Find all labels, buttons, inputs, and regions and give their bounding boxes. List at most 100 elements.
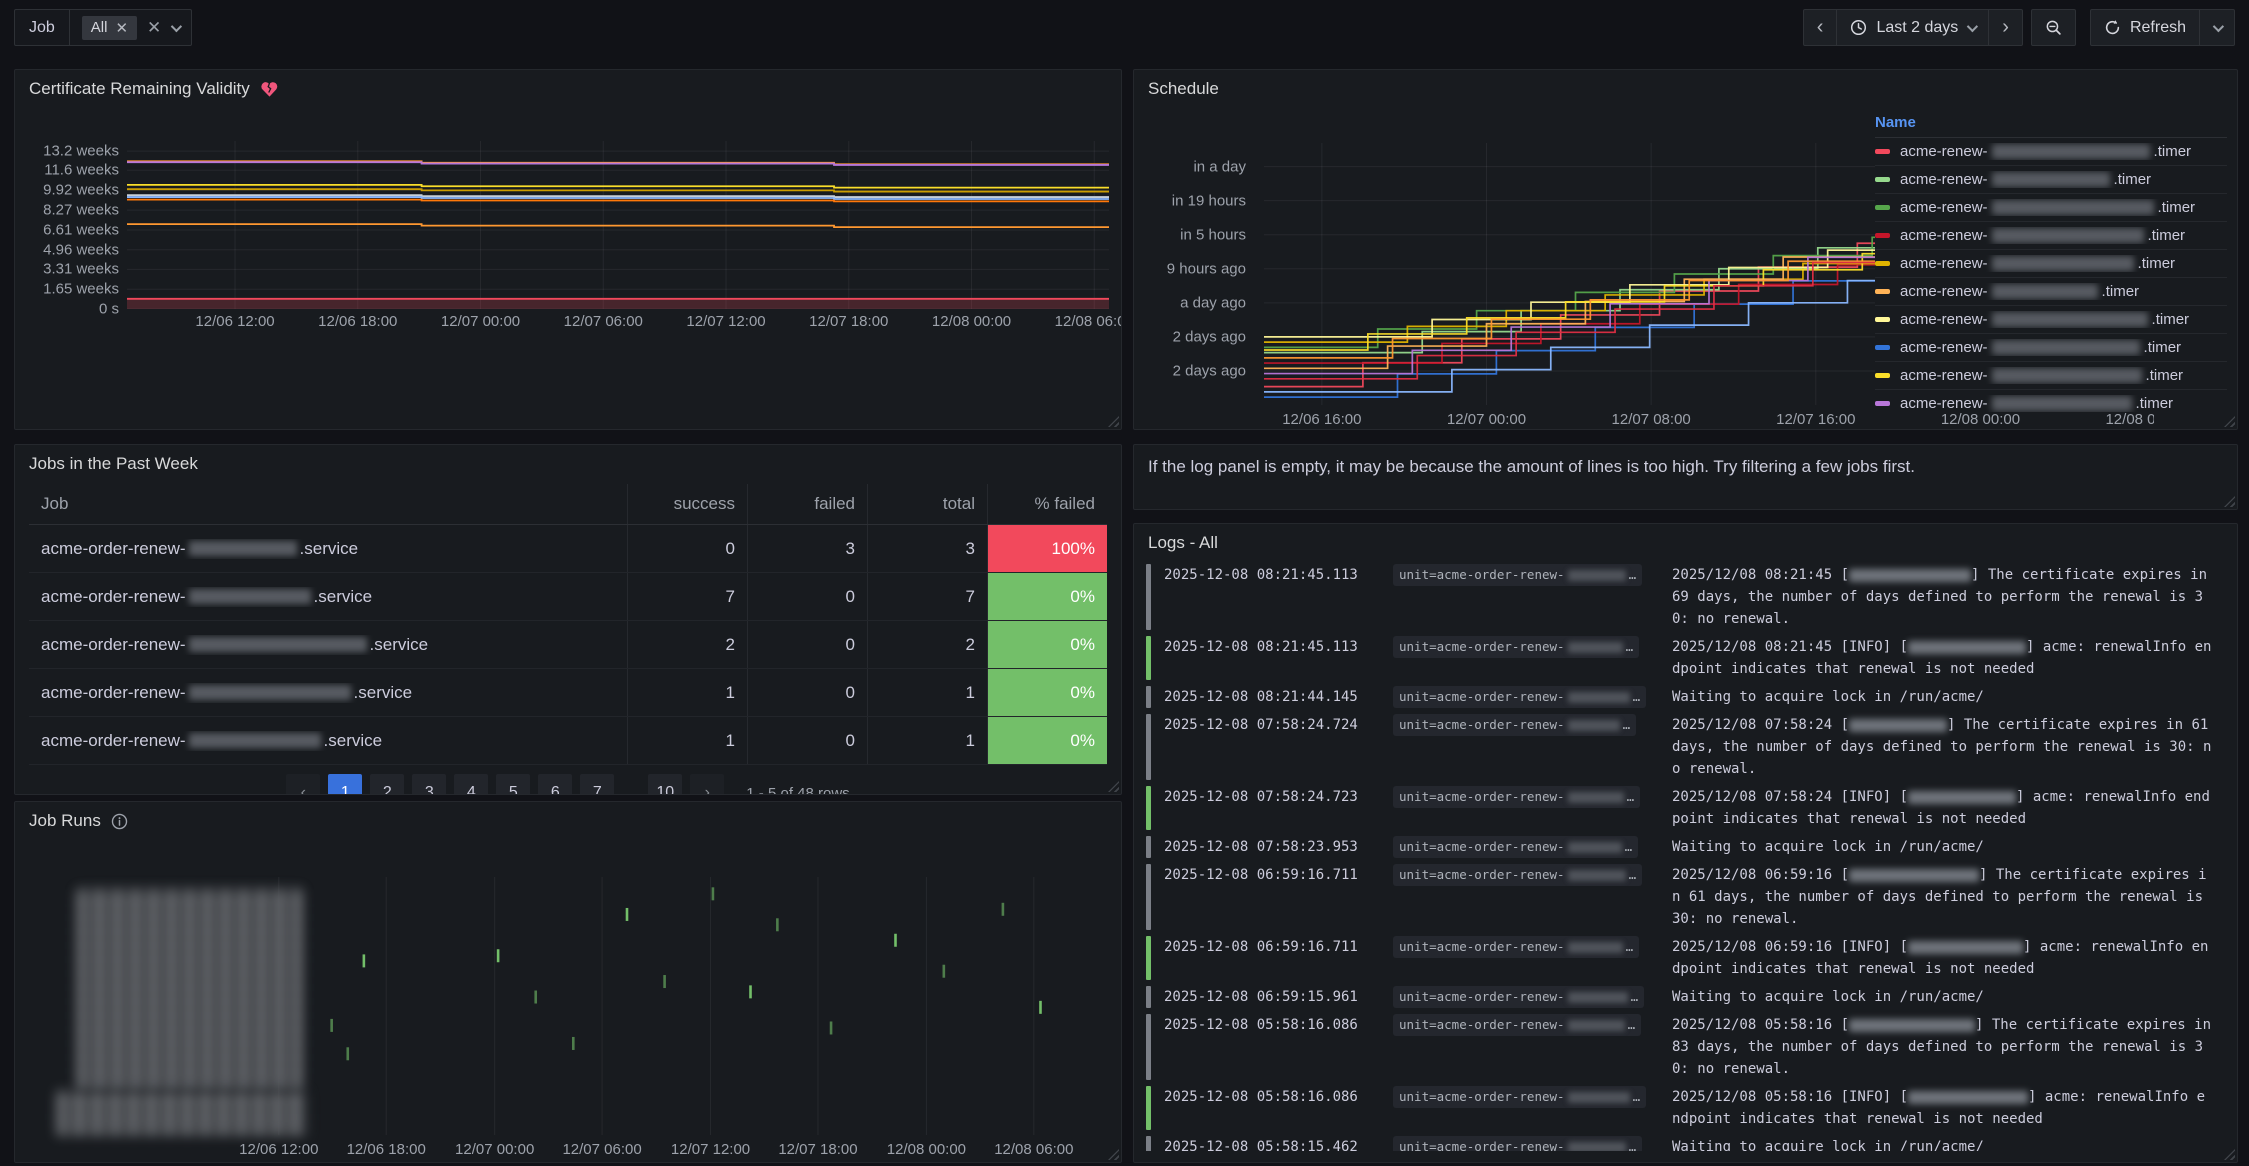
redacted-text	[188, 685, 351, 700]
unit-label-chip[interactable]: unit=acme-order-renew-…	[1393, 564, 1643, 586]
log-row[interactable]: 2025-12-08 07:58:23.953 unit=acme-order-r…	[1146, 833, 2227, 861]
text-fragment: acme-renew-	[1900, 311, 1988, 328]
series-name: acme-renew- .timer	[1900, 171, 2227, 188]
legend-row[interactable]: acme-renew- .timer	[1875, 138, 2227, 166]
unit-label-chip[interactable]: unit=acme-order-renew-…	[1393, 1136, 1643, 1151]
unit-label-chip[interactable]: unit=acme-order-renew-…	[1393, 864, 1643, 886]
refresh-button[interactable]: Refresh	[2089, 9, 2200, 46]
column-header-total[interactable]: total	[867, 484, 987, 524]
legend-row[interactable]: acme-renew- .timer	[1875, 306, 2227, 334]
text-fragment: ] acme: renewalInfo endpoint indicates t…	[1672, 939, 2209, 977]
column-header-Job[interactable]: Job	[41, 494, 69, 513]
unit-label-chip[interactable]: unit=acme-order-renew-…	[1393, 836, 1639, 858]
unit-label-chip[interactable]: unit=acme-order-renew-…	[1393, 936, 1640, 958]
schedule-legend: Name acme-renew- .timer acme-renew- .timer a…	[1875, 110, 2227, 412]
log-row[interactable]: 2025-12-08 06:59:16.711 unit=acme-order-r…	[1146, 861, 2227, 933]
info-icon[interactable]	[111, 813, 128, 830]
redacted-job-names-block	[77, 889, 302, 1089]
y-tick-label: in a day	[1193, 158, 1246, 176]
job-cell: acme-order-renew- .service	[29, 525, 627, 572]
panel-jobs-past-week: Jobs in the Past Week Job success failed to…	[14, 444, 1122, 795]
log-row[interactable]: 2025-12-08 08:21:45.113 unit=acme-order-r…	[1146, 633, 2227, 683]
pagination-page-4[interactable]: 4	[454, 774, 489, 794]
x-tick-label: 12/08 00:00	[1940, 411, 2021, 428]
unit-label-chip[interactable]: unit=acme-order-renew-…	[1393, 636, 1640, 658]
log-row[interactable]: 2025-12-08 07:58:24.723 unit=acme-order-r…	[1146, 783, 2227, 833]
pagination-page-3[interactable]: 3	[412, 774, 447, 794]
clear-filter-icon[interactable]: ✕	[147, 17, 162, 37]
log-row[interactable]: 2025-12-08 05:58:16.086 unit=acme-order-r…	[1146, 1083, 2227, 1133]
job-cell: acme-order-renew- .service	[29, 621, 627, 668]
log-row[interactable]: 2025-12-08 08:21:44.145 unit=acme-order-r…	[1146, 683, 2227, 711]
column-header-failed[interactable]: failed	[747, 484, 867, 524]
text-fragment: …	[1625, 639, 1634, 654]
jobruns-chart[interactable]: 12/06 12:00 12/06 18:00 12/07 00:00 12/07 0…	[15, 877, 1121, 1162]
pagination-prev-button[interactable]: ‹	[286, 774, 321, 794]
pagination-page-2[interactable]: 2	[370, 774, 405, 794]
legend-row[interactable]: acme-renew- .timer	[1875, 250, 2227, 278]
legend-row[interactable]: acme-renew- .timer	[1875, 362, 2227, 390]
certificate-chart[interactable]: 13.2 weeks 11.6 weeks 9.92 weeks 8.27 weeks…	[15, 141, 1121, 337]
jobruns-plot[interactable]	[35, 877, 1109, 1135]
column-header-success[interactable]: success	[627, 484, 747, 524]
logs-list[interactable]: 2025-12-08 08:21:45.113 unit=acme-order-r…	[1134, 557, 2237, 1151]
pagination-page-7[interactable]: 7	[580, 774, 615, 794]
unit-label-chip[interactable]: unit=acme-order-renew-…	[1393, 986, 1645, 1008]
chevron-down-icon[interactable]	[171, 20, 183, 32]
panel-logs-all: Logs - All 2025-12-08 08:21:45.113 unit=a…	[1133, 523, 2238, 1163]
filter-chip-all[interactable]: All ✕	[81, 15, 138, 40]
time-shift-forward-button[interactable]: ›	[1989, 9, 2023, 46]
panel-log-note: If the log panel is empty, it may be bec…	[1133, 444, 2238, 510]
legend-row[interactable]: acme-renew- .timer	[1875, 334, 2227, 362]
redacted-text	[188, 733, 321, 748]
zoom-out-time-button[interactable]	[2030, 9, 2076, 46]
job-cell: acme-order-renew- .service	[29, 573, 627, 620]
job-name: acme-order-renew- .service	[41, 683, 412, 703]
unit-label-chip[interactable]: unit=acme-order-renew-…	[1393, 686, 1647, 708]
log-row[interactable]: 2025-12-08 06:59:16.711 unit=acme-order-r…	[1146, 933, 2227, 983]
time-range-picker[interactable]: Last 2 days	[1837, 9, 1990, 46]
unit-label-chip[interactable]: unit=acme-order-renew-…	[1393, 786, 1641, 808]
legend-name-header[interactable]: Name	[1875, 114, 1916, 131]
refresh-interval-dropdown[interactable]	[2200, 9, 2235, 46]
text-fragment: unit=acme-order-renew-	[1399, 839, 1565, 854]
log-row[interactable]: 2025-12-08 07:58:24.724 unit=acme-order-r…	[1146, 711, 2227, 783]
legend-row[interactable]: acme-renew- .timer	[1875, 390, 2227, 412]
log-timestamp: 2025-12-08 07:58:24.723	[1164, 789, 1358, 805]
pagination-ellipsis: …	[622, 784, 641, 795]
schedule-y-axis: in a day in 19 hours in 5 hours 9 hours ago…	[1134, 143, 1256, 405]
legend-row[interactable]: acme-renew- .timer	[1875, 166, 2227, 194]
unit-label-chip[interactable]: unit=acme-order-renew-…	[1393, 1014, 1642, 1036]
text-fragment: acme-order-renew-	[41, 586, 186, 606]
pagination-page-1[interactable]: 1	[328, 774, 363, 794]
log-row[interactable]: 2025-12-08 05:58:16.086 unit=acme-order-r…	[1146, 1011, 2227, 1083]
pagination-page-5[interactable]: 5	[496, 774, 531, 794]
y-tick-label: 2 days ago	[1172, 362, 1246, 380]
panel-title: Jobs in the Past Week	[15, 445, 1121, 478]
certificate-plot[interactable]	[127, 141, 1109, 309]
time-shift-back-button[interactable]: ‹	[1802, 9, 1838, 46]
log-row[interactable]: 2025-12-08 05:58:15.462 unit=acme-order-r…	[1146, 1133, 2227, 1151]
log-row[interactable]: 2025-12-08 06:59:15.961 unit=acme-order-r…	[1146, 983, 2227, 1011]
pagination-next-button[interactable]: ›	[690, 774, 725, 794]
log-message: 2025/12/08 05:58:16 [] The certificate e…	[1672, 1014, 2212, 1080]
column-header-failed[interactable]: % failed	[987, 484, 1107, 524]
text-fragment: .service	[353, 682, 413, 702]
pagination-page-10[interactable]: 10	[648, 774, 683, 794]
pagination-page-6[interactable]: 6	[538, 774, 573, 794]
series-name: acme-renew- .timer	[1900, 255, 2227, 272]
log-message: Waiting to acquire lock in /run/acme/	[1672, 986, 2212, 1008]
job-filter-combobox[interactable]: All ✕ ✕	[69, 9, 193, 46]
text-fragment: unit=acme-order-renew-	[1399, 1017, 1565, 1032]
failed-cell: 0	[747, 717, 867, 764]
legend-row[interactable]: acme-renew- .timer	[1875, 278, 2227, 306]
unit-label-chip[interactable]: unit=acme-order-renew-…	[1393, 714, 1637, 736]
legend-row[interactable]: acme-renew- .timer	[1875, 194, 2227, 222]
redacted-text	[1567, 941, 1623, 953]
legend-row[interactable]: acme-renew- .timer	[1875, 222, 2227, 250]
remove-chip-icon[interactable]: ✕	[115, 19, 129, 37]
unit-label-chip[interactable]: unit=acme-order-renew-…	[1393, 1086, 1647, 1108]
schedule-chart[interactable]: in a day in 19 hours in 5 hours 9 hours ago…	[1134, 143, 2237, 429]
job-filter-group: Job All ✕ ✕	[14, 9, 193, 46]
log-row[interactable]: 2025-12-08 08:21:45.113 unit=acme-order-r…	[1146, 561, 2227, 633]
